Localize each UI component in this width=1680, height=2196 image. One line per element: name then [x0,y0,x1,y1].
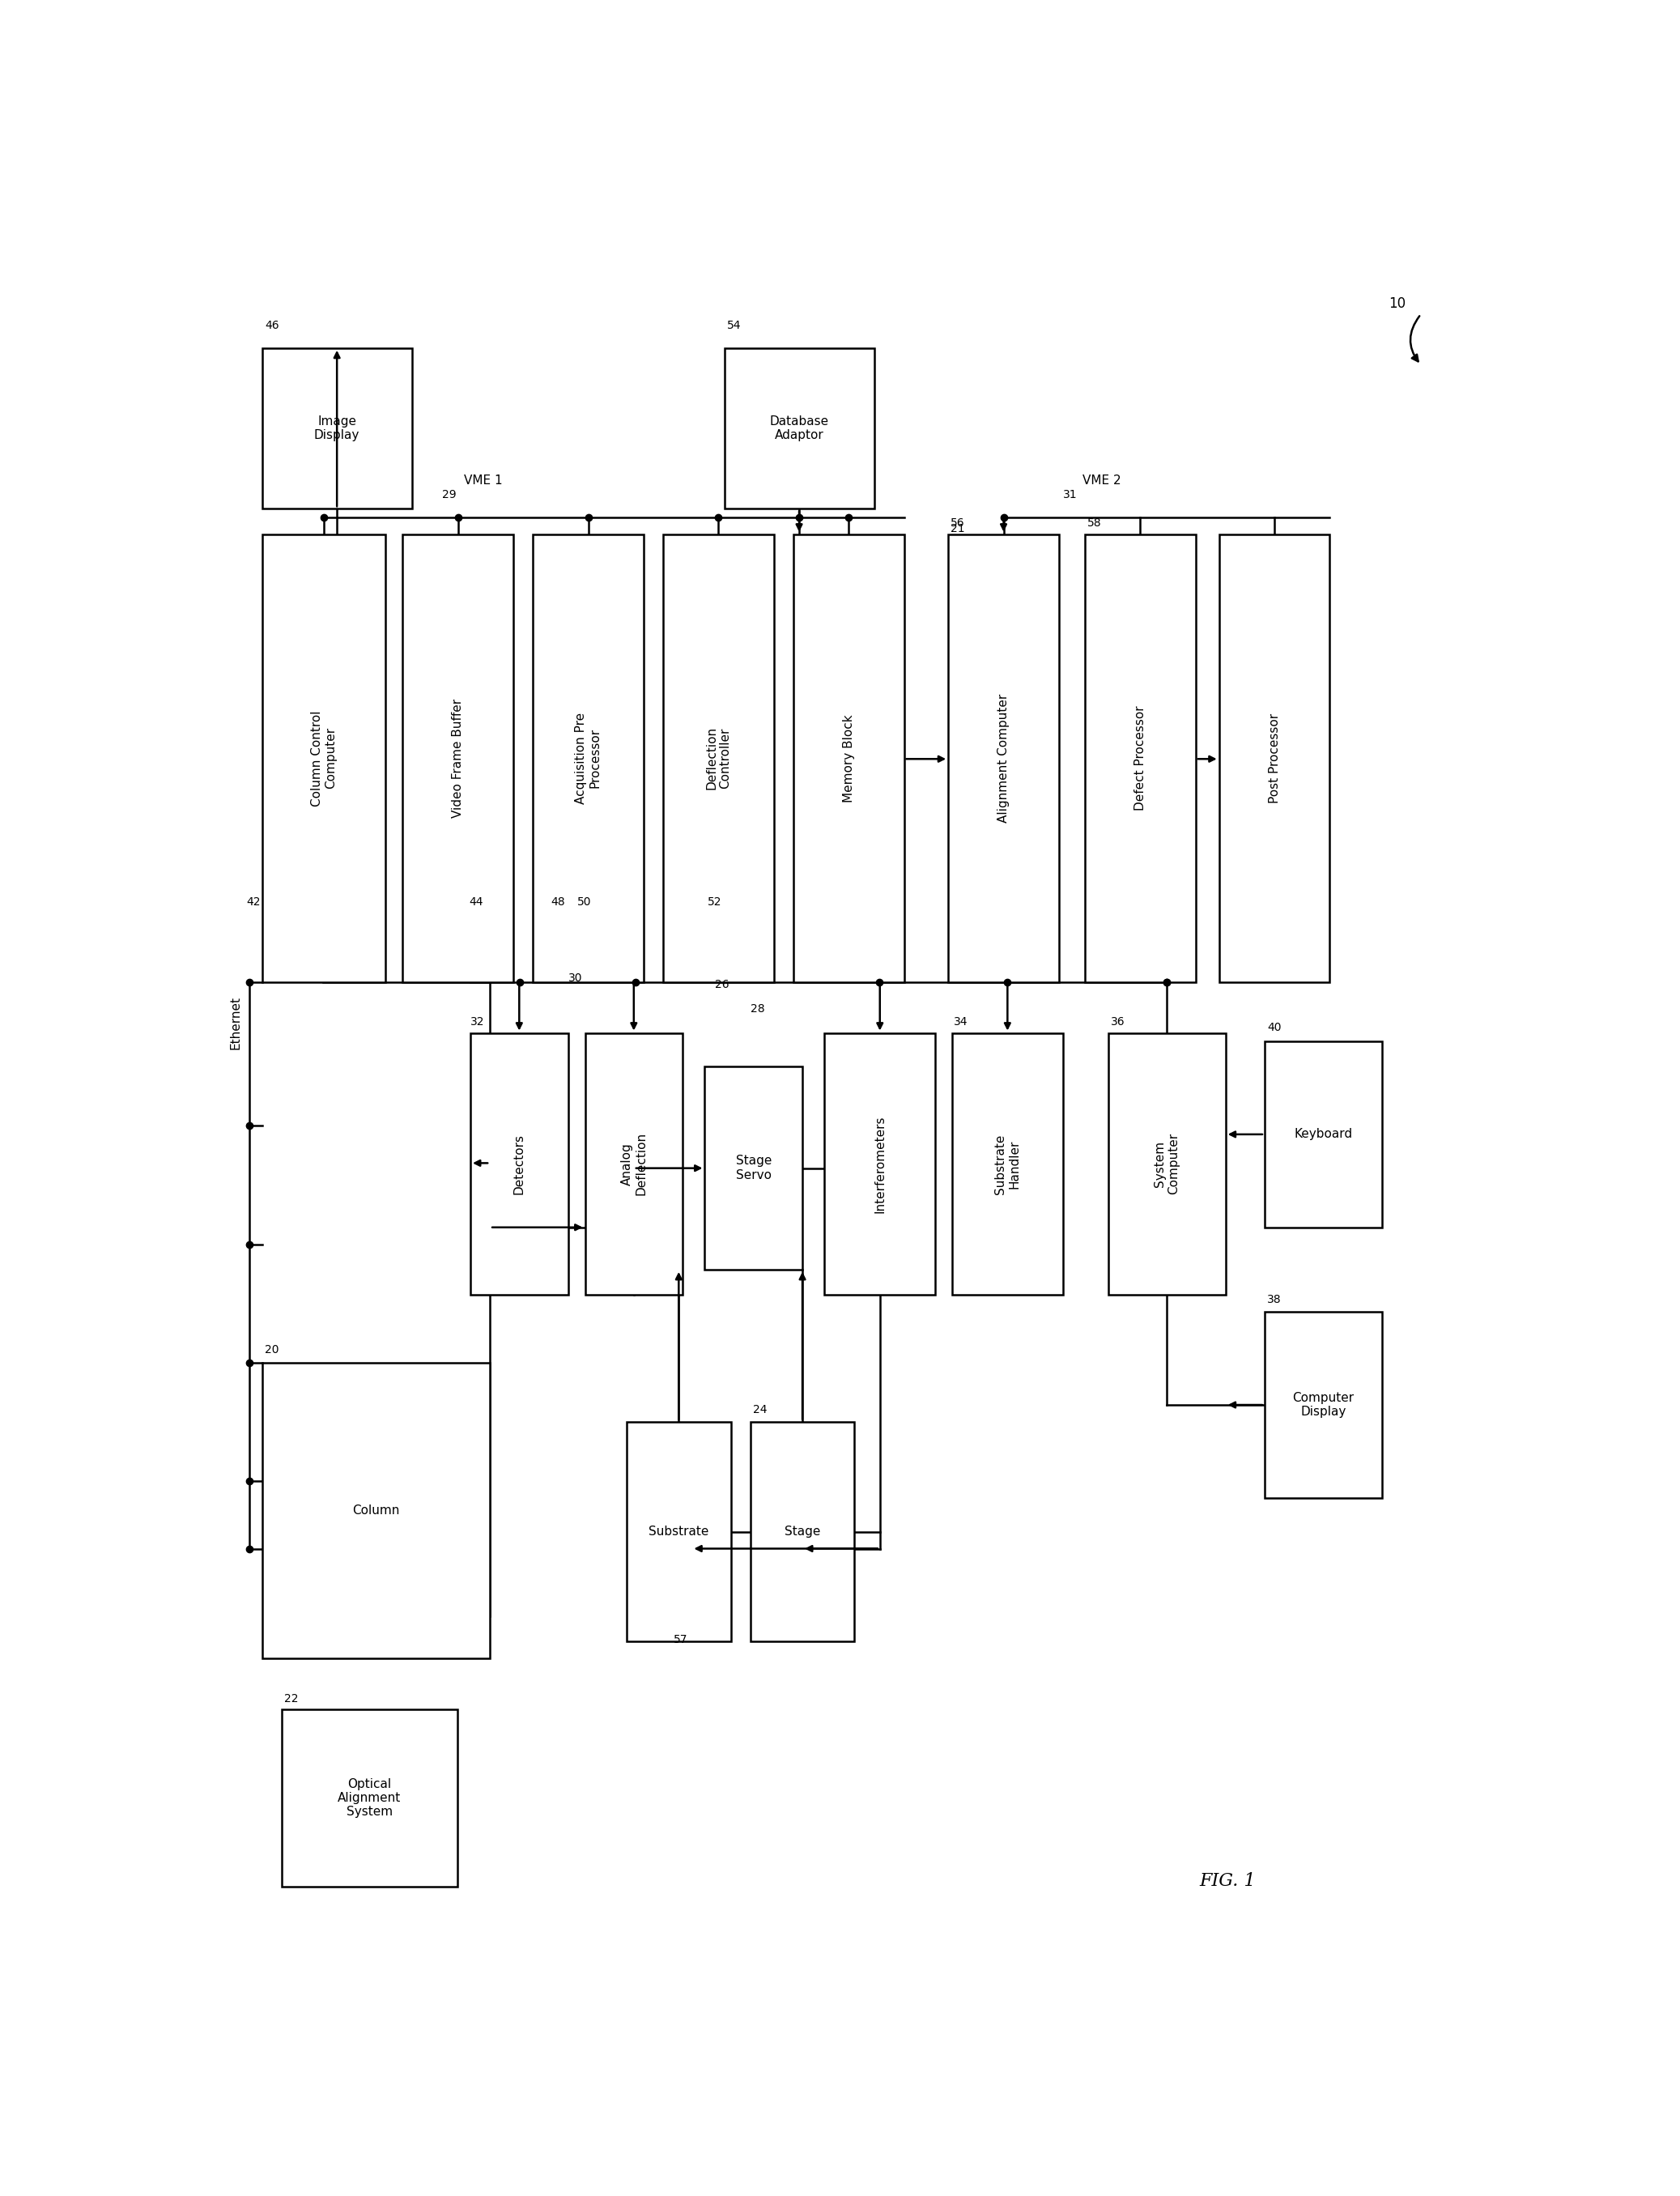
Text: Computer
Display: Computer Display [1292,1392,1354,1419]
Text: 48: 48 [551,896,566,907]
Text: Acquisition Pre
Processor: Acquisition Pre Processor [575,712,601,804]
Text: 36: 36 [1110,1017,1126,1028]
Bar [825,1032,936,1296]
Text: Column: Column [353,1504,400,1517]
Text: 42: 42 [247,896,260,907]
Text: Database
Adaptor: Database Adaptor [769,415,828,441]
Text: 22: 22 [284,1693,299,1704]
Text: Alignment Computer: Alignment Computer [998,694,1010,824]
Text: 34: 34 [954,1017,968,1028]
Text: 32: 32 [470,1017,484,1028]
Bar [533,534,643,982]
Text: Video Frame Buffer: Video Frame Buffer [452,698,464,817]
Text: Memory Block: Memory Block [843,714,855,802]
Bar [403,534,514,982]
Text: Detectors: Detectors [512,1133,526,1195]
Bar [664,534,774,982]
Bar [262,1362,491,1658]
Text: 28: 28 [751,1004,764,1015]
Text: 26: 26 [716,979,729,990]
Text: 31: 31 [1063,490,1077,501]
Text: 58: 58 [1087,518,1102,529]
Bar [1220,534,1331,982]
Bar [1265,1041,1383,1228]
Bar [585,1032,682,1296]
Bar [470,1032,568,1296]
Text: 24: 24 [753,1403,768,1414]
Text: VME 2: VME 2 [1082,474,1121,488]
Text: 46: 46 [265,321,279,332]
Text: 57: 57 [674,1634,687,1645]
Bar [751,1421,855,1643]
Bar [1085,534,1196,982]
Text: Substrate
Handler: Substrate Handler [995,1133,1020,1195]
Text: Post Processor: Post Processor [1268,714,1280,804]
Text: 20: 20 [265,1344,279,1355]
FancyArrowPatch shape [1411,316,1420,362]
Bar [706,1067,803,1269]
Text: 21: 21 [951,523,964,534]
Text: 52: 52 [707,896,721,907]
Text: VME 1: VME 1 [464,474,502,488]
Text: Defect Processor: Defect Processor [1134,705,1146,810]
Bar [1265,1311,1383,1498]
Bar [262,534,386,982]
Text: Column Control
Computer: Column Control Computer [311,709,338,806]
Text: 54: 54 [727,321,741,332]
Text: 50: 50 [578,896,591,907]
Text: Keyboard: Keyboard [1294,1129,1352,1140]
Text: 44: 44 [469,896,484,907]
Text: FIG. 1: FIG. 1 [1200,1873,1257,1891]
Text: 56: 56 [951,518,964,529]
Bar [948,534,1058,982]
Text: 10: 10 [1388,296,1406,312]
Text: Substrate: Substrate [648,1526,709,1537]
Text: Image
Display: Image Display [314,415,360,441]
Text: 29: 29 [442,490,455,501]
Text: Optical
Alignment
System: Optical Alignment System [338,1779,402,1818]
Text: 30: 30 [568,973,583,984]
Bar [953,1032,1063,1296]
Bar [262,349,412,509]
Text: Analog
Deflection: Analog Deflection [620,1133,647,1195]
Bar [1109,1032,1225,1296]
Text: Interferometers: Interferometers [874,1116,885,1212]
Text: System
Computer: System Computer [1154,1133,1179,1195]
Text: Stage
Servo: Stage Servo [736,1155,771,1181]
Text: Stage: Stage [785,1526,820,1537]
Text: 38: 38 [1267,1293,1282,1304]
Text: Ethernet: Ethernet [230,997,242,1050]
Text: Deflection
Controller: Deflection Controller [706,727,731,791]
Bar [793,534,904,982]
Bar [724,349,874,509]
Bar [282,1708,457,1886]
Bar [627,1421,731,1643]
Text: 40: 40 [1267,1021,1282,1032]
